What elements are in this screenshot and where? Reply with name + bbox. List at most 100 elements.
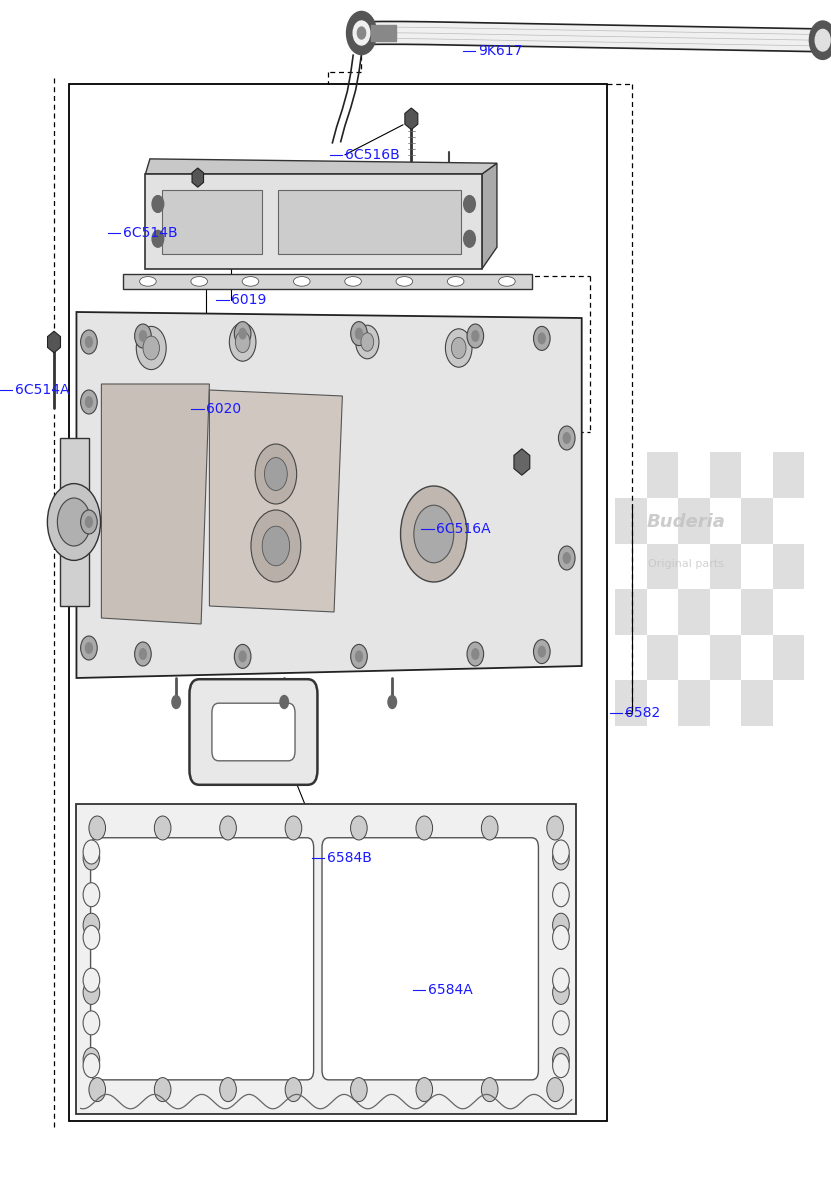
Circle shape [553, 925, 569, 949]
Circle shape [464, 196, 475, 212]
Circle shape [547, 816, 563, 840]
Circle shape [81, 330, 97, 354]
Bar [741, 680, 773, 726]
Bar [647, 635, 678, 680]
Circle shape [251, 510, 301, 582]
Circle shape [347, 12, 376, 54]
Circle shape [401, 486, 467, 582]
Circle shape [83, 968, 100, 992]
Bar [123, 274, 532, 289]
Circle shape [139, 330, 147, 342]
Circle shape [155, 1078, 171, 1102]
Circle shape [355, 650, 363, 662]
Circle shape [135, 642, 151, 666]
Circle shape [47, 484, 101, 560]
Bar [710, 635, 741, 680]
Circle shape [263, 526, 290, 565]
Text: 6019: 6019 [231, 293, 267, 307]
Polygon shape [145, 174, 482, 269]
Text: 6C516A: 6C516A [436, 522, 491, 536]
Circle shape [264, 457, 288, 491]
Bar [615, 498, 647, 544]
Circle shape [83, 1048, 100, 1072]
Circle shape [152, 196, 164, 212]
Circle shape [464, 230, 475, 247]
Circle shape [234, 322, 251, 346]
Circle shape [285, 1078, 302, 1102]
FancyBboxPatch shape [91, 838, 313, 1080]
Circle shape [481, 816, 498, 840]
Ellipse shape [293, 276, 310, 286]
Circle shape [81, 636, 97, 660]
Circle shape [83, 846, 100, 870]
Circle shape [85, 336, 93, 348]
Circle shape [416, 816, 433, 840]
Circle shape [467, 642, 484, 666]
Circle shape [387, 695, 397, 709]
Circle shape [351, 322, 367, 346]
Polygon shape [482, 163, 497, 269]
Circle shape [445, 329, 472, 367]
Circle shape [83, 925, 100, 949]
Bar [773, 635, 804, 680]
Circle shape [83, 1010, 100, 1034]
Circle shape [471, 648, 479, 660]
Circle shape [547, 1078, 563, 1102]
Ellipse shape [140, 276, 156, 286]
Circle shape [89, 816, 106, 840]
Circle shape [553, 1054, 569, 1078]
Circle shape [83, 840, 100, 864]
Circle shape [471, 330, 479, 342]
Circle shape [353, 20, 370, 44]
Circle shape [135, 324, 151, 348]
Circle shape [219, 1078, 236, 1102]
Circle shape [351, 1078, 367, 1102]
Circle shape [85, 396, 93, 408]
Bar [615, 680, 647, 726]
Circle shape [558, 546, 575, 570]
Circle shape [558, 426, 575, 450]
Polygon shape [514, 449, 530, 475]
Circle shape [815, 29, 830, 50]
Circle shape [83, 883, 100, 907]
Circle shape [553, 840, 569, 864]
Bar [773, 452, 804, 498]
Circle shape [85, 642, 93, 654]
Ellipse shape [396, 276, 413, 286]
Bar [741, 498, 773, 544]
Polygon shape [145, 158, 497, 174]
Circle shape [538, 646, 546, 658]
Circle shape [553, 883, 569, 907]
Circle shape [356, 325, 379, 359]
Polygon shape [405, 108, 418, 130]
Bar [162, 190, 262, 254]
Circle shape [451, 337, 466, 359]
Circle shape [534, 640, 550, 664]
Polygon shape [76, 312, 582, 678]
Circle shape [143, 336, 160, 360]
Bar [615, 589, 647, 635]
Circle shape [553, 913, 569, 937]
Bar [371, 24, 396, 41]
Bar [710, 452, 741, 498]
Circle shape [563, 432, 571, 444]
Bar [647, 452, 678, 498]
FancyBboxPatch shape [189, 679, 317, 785]
Bar [678, 680, 710, 726]
Text: 6C516B: 6C516B [345, 148, 400, 162]
Circle shape [255, 444, 297, 504]
Text: 6C514B: 6C514B [123, 226, 178, 240]
Circle shape [238, 328, 247, 340]
Polygon shape [101, 384, 209, 624]
Text: 6584A: 6584A [428, 983, 473, 997]
Circle shape [416, 1078, 433, 1102]
Circle shape [235, 331, 250, 353]
Circle shape [234, 644, 251, 668]
Circle shape [83, 980, 100, 1004]
Circle shape [414, 505, 454, 563]
Bar [710, 544, 741, 589]
Bar [60, 438, 89, 606]
Circle shape [481, 1078, 498, 1102]
Circle shape [467, 324, 484, 348]
Circle shape [553, 980, 569, 1004]
